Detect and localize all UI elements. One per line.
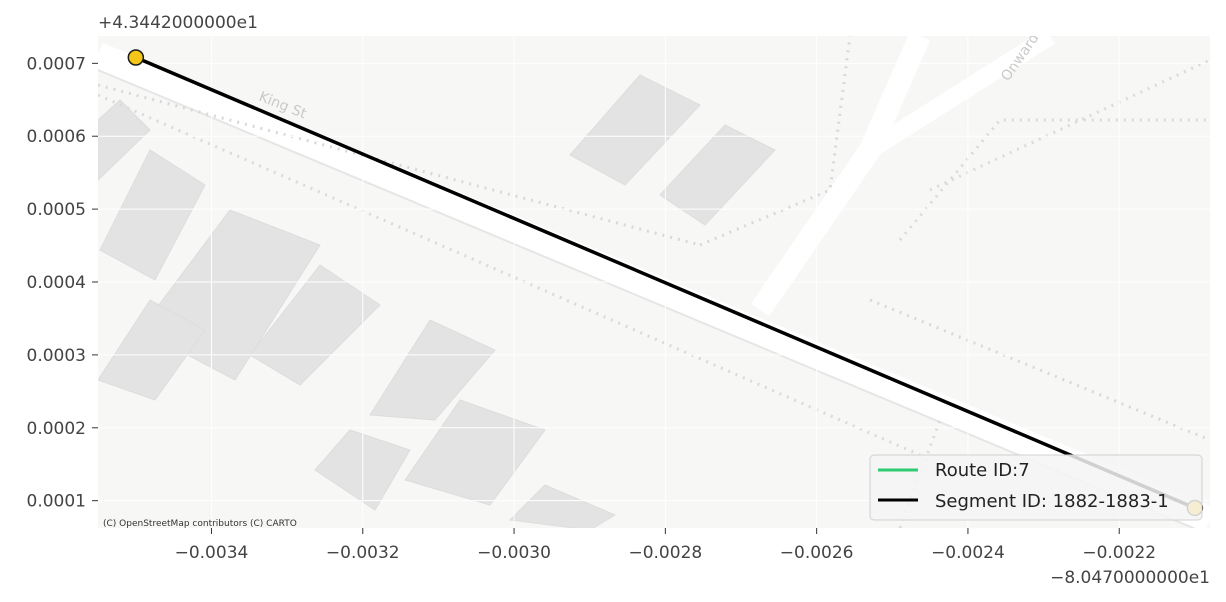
y-tick-label: 0.0003: [27, 346, 86, 366]
sidewalk-dotted: [98, 93, 921, 457]
x-offset-label: −8.0470000000e1: [1050, 568, 1210, 588]
building-footprint: [569, 74, 701, 186]
building-footprint: [99, 149, 206, 281]
y-tick-label: 0.0002: [27, 419, 86, 439]
y-tick-label: 0.0004: [27, 273, 86, 293]
y-tick-label: 0.0007: [27, 54, 86, 74]
legend-label-route: Route ID:7: [935, 460, 1030, 481]
x-tick-label: −0.0028: [628, 543, 702, 563]
street-cross-north: [865, 36, 1055, 158]
y-axis: 0.0001 0.0002 0.0003 0.0004 0.0005 0.0006 0.00…: [27, 54, 98, 512]
building-footprint: [508, 484, 617, 528]
x-tick-label: −0.0024: [931, 543, 1005, 563]
y-tick-label: 0.0006: [27, 127, 86, 147]
x-tick-label: −0.0030: [477, 543, 551, 563]
y-tick-label: 0.0001: [27, 492, 86, 512]
streets: [98, 36, 1210, 528]
street-main: [98, 43, 1210, 528]
x-axis: −0.0034 −0.0032 −0.0030 −0.0028 −0.0026 −0.00…: [175, 528, 1156, 563]
data-series: [135, 55, 1196, 510]
building-footprint: [98, 99, 151, 181]
legend-label-segment: Segment ID: 1882-1883-1: [935, 491, 1169, 512]
building-footprint: [659, 124, 776, 226]
map-attribution: (C) OpenStreetMap contributors (C) CARTO: [103, 519, 297, 529]
building-footprint: [98, 299, 206, 401]
sidewalk-dotted: [898, 118, 1210, 241]
x-tick-label: −0.0022: [1082, 543, 1156, 563]
building-footprint: [369, 319, 496, 421]
x-tick-label: −0.0032: [326, 543, 400, 563]
sidewalk-dotted: [929, 58, 1210, 192]
endpoint-marker: [127, 49, 145, 66]
x-tick-label: −0.0026: [780, 543, 854, 563]
legend: Route ID:7 Segment ID: 1882-1883-1: [869, 454, 1203, 521]
y-offset-label: +4.3442000000e1: [98, 13, 258, 33]
legend-box: [869, 454, 1203, 521]
x-tick-label: −0.0034: [175, 543, 249, 563]
building-footprint: [404, 399, 546, 506]
series-line: [135, 55, 1196, 510]
y-tick-label: 0.0005: [27, 200, 86, 220]
